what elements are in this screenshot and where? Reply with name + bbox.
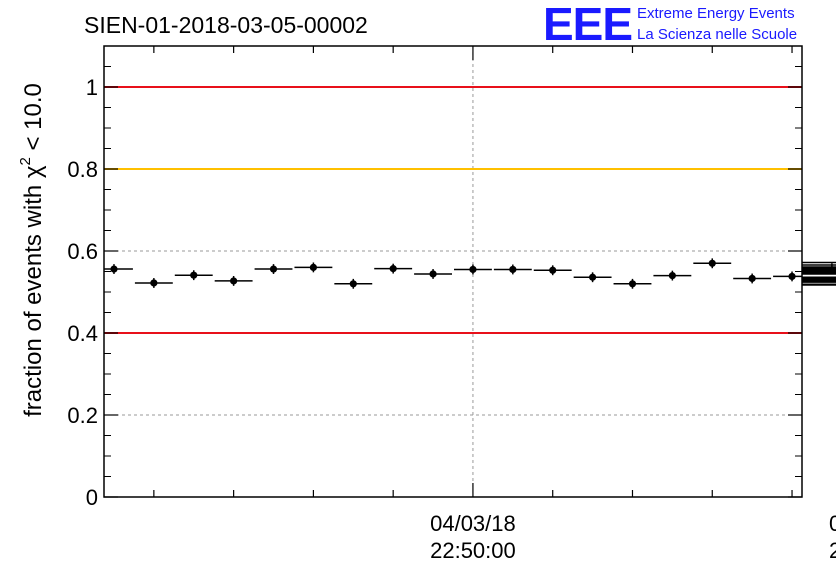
marker xyxy=(708,259,716,267)
data-point xyxy=(693,258,732,269)
y-tick-label: 0.8 xyxy=(67,157,98,182)
x-tick-label-time: 22:50:00 xyxy=(430,538,516,563)
data-point xyxy=(533,265,572,276)
marker xyxy=(110,265,118,273)
marker xyxy=(269,265,278,273)
data-point xyxy=(802,272,836,274)
marker xyxy=(509,265,517,274)
y-axis-label-main: fraction of events with χ xyxy=(20,165,47,417)
data-points xyxy=(104,258,836,289)
logo-line-2: La Scienza nelle Scuole xyxy=(637,26,797,43)
y-tick-label: 0 xyxy=(86,485,98,510)
marker xyxy=(628,280,637,288)
logo-line-1: Extreme Energy Events xyxy=(637,5,795,22)
threshold-lines xyxy=(104,86,802,334)
data-point xyxy=(493,264,532,275)
x-tick-label-date: 04/03/18 xyxy=(829,511,836,536)
marker xyxy=(389,265,397,273)
data-point xyxy=(613,278,652,289)
y-tick-label: 0.4 xyxy=(67,321,98,346)
data-point xyxy=(414,269,452,279)
y-axis: 0 0.2 0.4 0.6 0.8 1 xyxy=(67,66,802,510)
data-point xyxy=(294,262,333,273)
data-point xyxy=(214,276,253,286)
y-tick-label: 1 xyxy=(86,75,98,100)
data-point xyxy=(733,273,772,284)
x-tick-label-date: 04/03/18 xyxy=(430,511,516,536)
y-tick-label: 0.6 xyxy=(67,239,98,264)
data-point xyxy=(773,271,802,282)
data-point xyxy=(653,270,692,281)
x-axis: 04/03/1822:50:0004/03/1823:00:0004/03/18… xyxy=(153,46,836,563)
marker xyxy=(309,263,317,271)
marker xyxy=(788,272,796,281)
data-point xyxy=(454,264,492,275)
marker xyxy=(230,277,238,285)
x-tick-label-time: 23:00:00 xyxy=(829,538,836,563)
data-point xyxy=(254,264,293,274)
logo-mark: EEE xyxy=(543,0,632,50)
plot-frame xyxy=(103,45,803,498)
data-point xyxy=(134,278,173,288)
data-point xyxy=(573,272,612,283)
data-point xyxy=(334,278,373,289)
plot-border xyxy=(103,45,803,498)
marker xyxy=(349,280,357,288)
marker xyxy=(748,274,756,283)
marker xyxy=(429,270,437,278)
marker xyxy=(549,266,557,274)
y-axis-label-tail: < 10.0 xyxy=(20,83,47,157)
marker xyxy=(668,272,676,280)
y-axis-label: fraction of events with χ2 < 10.0 xyxy=(17,83,47,417)
marker xyxy=(589,273,597,281)
eee-logo: EEE Extreme Energy Events La Scienza nel… xyxy=(543,0,797,50)
data-point xyxy=(802,261,836,264)
marker xyxy=(150,279,158,287)
data-point xyxy=(174,270,213,281)
marker xyxy=(469,265,477,274)
y-tick-label: 0.2 xyxy=(67,403,98,428)
data-point xyxy=(802,264,836,266)
chart-title: SIEN-01-2018-03-05-00002 xyxy=(84,12,368,38)
y-axis-label-sup: 2 xyxy=(17,157,34,165)
marker xyxy=(190,271,198,279)
data-point xyxy=(802,276,836,278)
data-point xyxy=(374,263,413,274)
data-point xyxy=(104,264,133,274)
